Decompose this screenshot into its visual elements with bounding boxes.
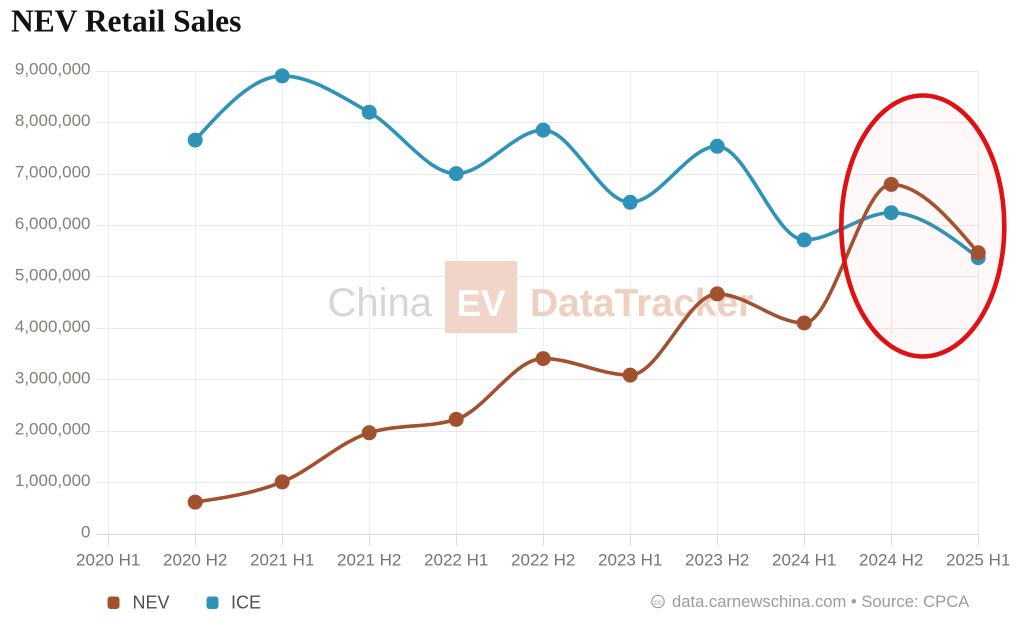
svg-text:2023 H2: 2023 H2 bbox=[685, 551, 749, 570]
svg-text:NEV Retail Sales: NEV Retail Sales bbox=[11, 4, 241, 39]
svg-text:2021 H1: 2021 H1 bbox=[250, 551, 314, 570]
svg-text:2024 H2: 2024 H2 bbox=[859, 551, 923, 570]
svg-text:6,000,000: 6,000,000 bbox=[15, 214, 91, 233]
svg-text:EV: EV bbox=[456, 283, 506, 324]
svg-text:0: 0 bbox=[81, 523, 90, 542]
svg-text:ICE: ICE bbox=[231, 593, 261, 613]
svg-text:3,000,000: 3,000,000 bbox=[15, 368, 91, 387]
svg-text:2,000,000: 2,000,000 bbox=[15, 420, 91, 439]
svg-text:5,000,000: 5,000,000 bbox=[15, 266, 91, 285]
svg-text:9,000,000: 9,000,000 bbox=[15, 60, 91, 79]
svg-text:2025 H1: 2025 H1 bbox=[946, 551, 1010, 570]
svg-text:8,000,000: 8,000,000 bbox=[15, 111, 91, 130]
svg-text:2024 H1: 2024 H1 bbox=[772, 551, 836, 570]
svg-text:4,000,000: 4,000,000 bbox=[15, 317, 91, 336]
svg-text:2022 H2: 2022 H2 bbox=[511, 551, 575, 570]
svg-text:China: China bbox=[327, 281, 432, 325]
svg-text:2023 H1: 2023 H1 bbox=[598, 551, 662, 570]
svg-text:2020 H1: 2020 H1 bbox=[76, 551, 140, 570]
svg-text:2020 H2: 2020 H2 bbox=[163, 551, 227, 570]
svg-text:2021 H2: 2021 H2 bbox=[337, 551, 401, 570]
svg-text:1,000,000: 1,000,000 bbox=[15, 471, 91, 490]
svg-text:7,000,000: 7,000,000 bbox=[15, 163, 91, 182]
svg-text:cc: cc bbox=[654, 597, 662, 606]
svg-text:2022 H1: 2022 H1 bbox=[424, 551, 488, 570]
svg-text:NEV: NEV bbox=[133, 593, 170, 613]
svg-text:data.carnewschina.com • Source: data.carnewschina.com • Source: CPCA bbox=[672, 592, 970, 611]
